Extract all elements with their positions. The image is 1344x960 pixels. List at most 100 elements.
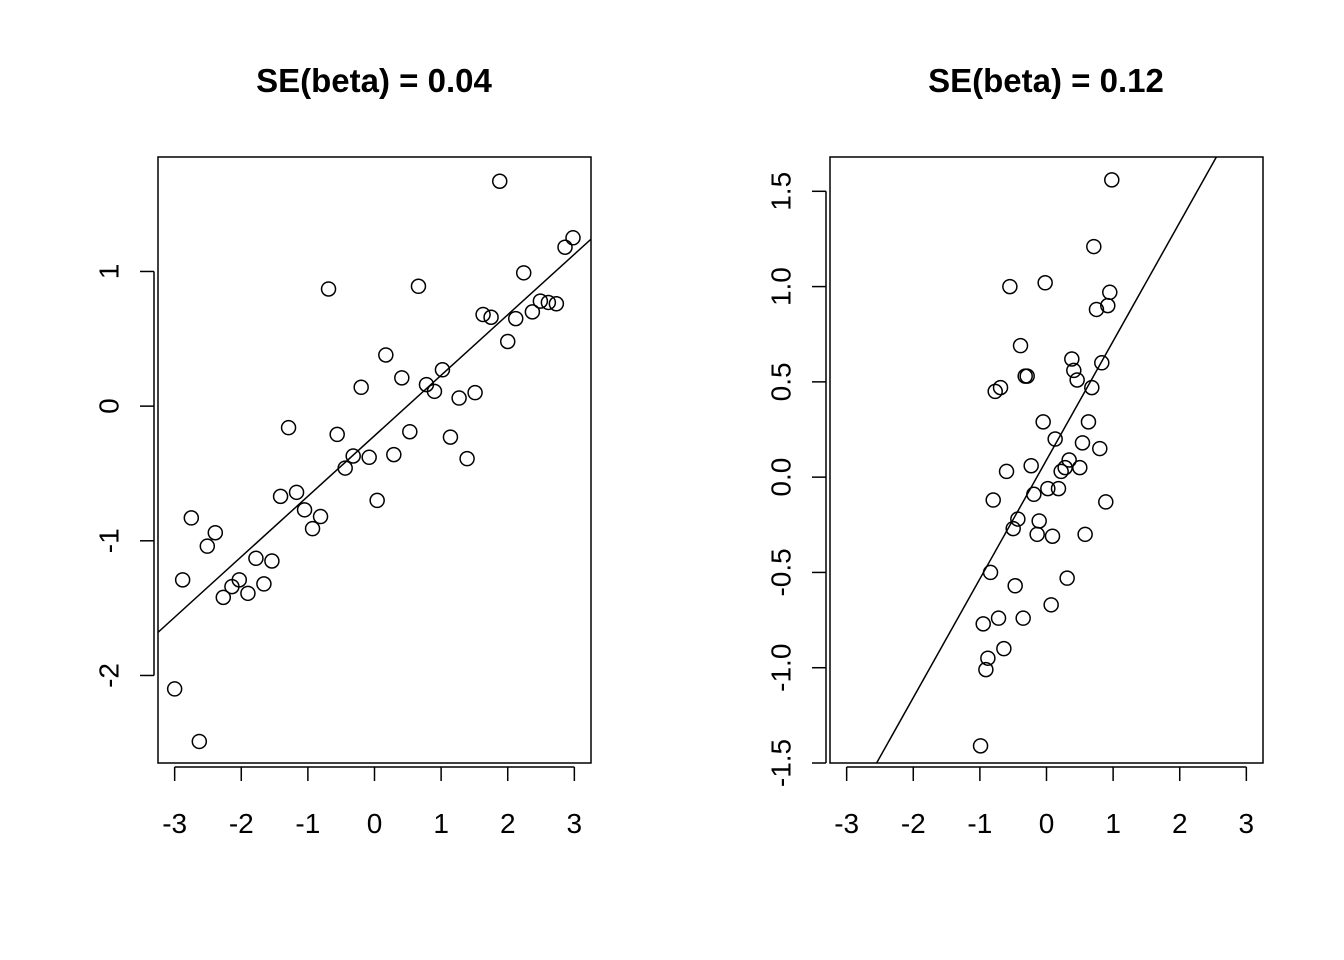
left-data-point [557,239,573,255]
left-data-point [240,585,256,602]
left-data-point [296,502,313,518]
right-data-point [1007,578,1023,594]
right-y-tick-label: 1.0 [765,267,796,306]
right-y-tick-label: -0.5 [765,548,796,596]
right-data-point [1077,526,1093,543]
panel-left: SE(beta) = 0.04 -3 -2 -1 0 1 2 3 -2 -1 0 1 [93,62,592,839]
left-x-tick-label: -2 [229,808,254,839]
left-data-point [312,508,329,525]
left-data-point [199,538,216,554]
left-data-point [361,449,377,466]
panel-left-plot: -3 -2 -1 0 1 2 3 -2 -1 0 1 [93,156,592,839]
right-data-point [1102,284,1118,301]
right-data-point [1029,526,1045,543]
left-data-point [467,384,483,401]
left-data-point [451,390,467,406]
right-data-point [1050,480,1067,497]
left-x-tick-label: 2 [500,808,516,839]
left-data-point [540,294,557,311]
right-data-point [1019,368,1035,384]
right-x-tick-label: -2 [901,808,926,839]
right-data-point [1104,172,1120,188]
right-x-tick-label: 3 [1239,808,1255,839]
right-data-point [1002,278,1018,295]
right-data-point [996,640,1012,657]
left-data-point [483,309,499,326]
right-y-tick-label: 1.5 [765,172,796,211]
right-data-point [1047,431,1063,447]
panel-left-title: SE(beta) = 0.04 [256,62,492,99]
right-data-point [1043,597,1059,613]
right-data-point [1015,610,1031,626]
left-data-point [524,304,541,320]
left-data-point [442,429,459,445]
right-data-point [998,463,1015,480]
right-data-point [1012,337,1029,354]
left-data-point [507,310,524,327]
left-data-point [166,681,183,697]
right-data-point [1005,520,1021,537]
left-x-tick-label: -3 [162,808,187,839]
left-x-tick-label: 1 [433,808,449,839]
left-data-point [248,550,264,567]
panel-right-plot: -3 -2 -1 0 1 2 3 -1.5 -1.0 -0.5 0.0 0.5 1.0 1.5 [765,156,1264,839]
panel-right-title: SE(beta) = 0.12 [928,62,1164,99]
left-data-point [499,333,516,350]
left-plot-frame [157,156,592,764]
left-data-point [288,484,305,501]
left-y-tick-label: -1 [93,528,124,553]
right-data-point [1059,570,1075,586]
right-data-point [1072,459,1088,476]
left-data-point [459,450,475,467]
left-y-tick-label: -2 [93,663,124,688]
left-data-point [394,370,410,386]
left-data-point [515,265,532,281]
right-data-point [985,492,1001,508]
left-data-point [434,362,451,378]
left-x-tick-label: -1 [295,808,320,839]
right-data-point [1064,351,1080,367]
left-data-point [378,347,394,363]
right-data-point [982,564,999,581]
right-y-tick-label: 0.0 [765,458,796,497]
left-data-point [337,460,353,476]
right-data-point [1031,513,1047,529]
left-data-point [426,383,443,400]
right-x-tick-label: 2 [1172,808,1188,839]
left-data-point [565,230,581,246]
right-data-point [980,650,996,666]
right-data-point [1040,480,1056,497]
right-data-point [1066,362,1082,379]
right-x-tick-label: 1 [1105,808,1121,839]
left-y-tick-label: 0 [93,398,124,414]
left-y-tick-label: 1 [93,264,124,280]
left-data-point [183,510,200,526]
right-data-point [1053,463,1069,480]
left-data-point [272,488,289,505]
left-x-tick-label: 3 [567,808,583,839]
right-data-point [1010,511,1026,527]
left-data-point [329,426,345,443]
right-y-tick-label: 0.5 [765,362,796,401]
right-data-point [1044,528,1061,544]
right-x-tick-label: -3 [834,808,859,839]
right-data-point [975,616,991,632]
right-data-point [1026,486,1042,503]
right-data-point [1037,275,1053,291]
left-data-point [548,296,565,312]
right-data-point [1100,297,1116,314]
left-data-point [304,520,321,537]
right-data-point [978,661,994,678]
left-data-point [320,281,337,297]
left-fit-line [158,238,591,633]
left-data-point [174,572,191,588]
right-plot-frame [829,156,1264,764]
left-data-point [532,293,549,309]
right-fit-line [875,157,1218,763]
right-data-point [1080,414,1097,430]
right-data-point [1074,435,1091,451]
right-data-point [992,379,1009,396]
left-data-point [386,446,402,463]
left-data-point [256,576,272,592]
